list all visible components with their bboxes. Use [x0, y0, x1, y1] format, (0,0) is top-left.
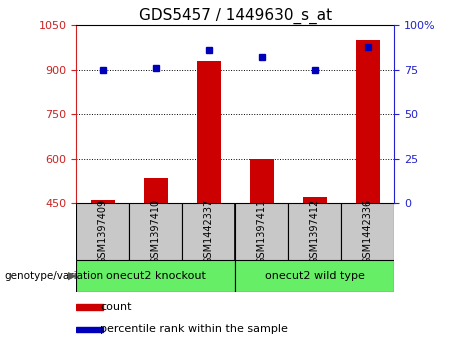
Text: GSM1442336: GSM1442336	[363, 199, 372, 264]
Text: count: count	[100, 302, 131, 312]
Bar	[356, 40, 379, 203]
Bar	[235, 260, 394, 292]
Title: GDS5457 / 1449630_s_at: GDS5457 / 1449630_s_at	[139, 8, 331, 24]
Bar	[91, 200, 114, 203]
Text: genotype/variation: genotype/variation	[5, 271, 104, 281]
Text: GSM1397411: GSM1397411	[257, 199, 266, 264]
Bar	[235, 203, 288, 260]
Text: GSM1442337: GSM1442337	[204, 199, 213, 264]
Bar	[76, 327, 103, 333]
Text: ▶: ▶	[68, 271, 77, 281]
Bar	[144, 178, 167, 203]
Bar	[76, 203, 129, 260]
Text: percentile rank within the sample: percentile rank within the sample	[100, 325, 288, 334]
Text: GSM1397409: GSM1397409	[98, 199, 107, 264]
Bar	[182, 203, 235, 260]
Bar	[250, 159, 273, 203]
Bar	[288, 203, 341, 260]
Bar	[341, 203, 394, 260]
Bar	[76, 305, 103, 310]
Bar	[129, 203, 182, 260]
Text: GSM1397412: GSM1397412	[310, 199, 319, 264]
Bar	[76, 260, 235, 292]
Bar	[303, 197, 326, 203]
Text: onecut2 knockout: onecut2 knockout	[106, 271, 206, 281]
Text: onecut2 wild type: onecut2 wild type	[265, 271, 365, 281]
Text: GSM1397410: GSM1397410	[151, 199, 160, 264]
Bar	[197, 61, 220, 203]
